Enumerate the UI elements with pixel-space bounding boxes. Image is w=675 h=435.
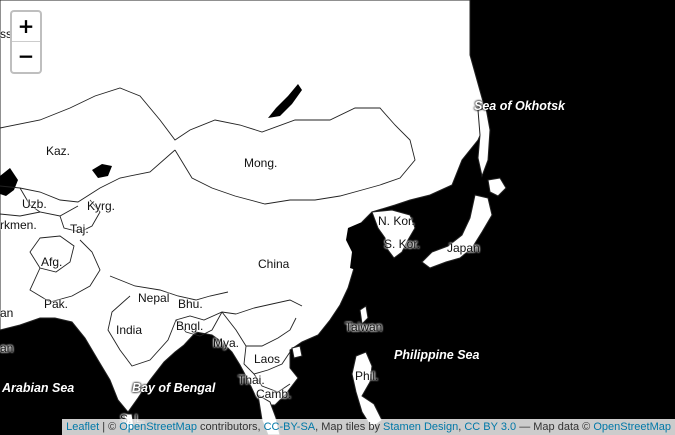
label-pakistan: Pak. bbox=[44, 297, 69, 311]
label-south-korea: S. Kor. bbox=[384, 237, 421, 251]
label-nepal: Nepal bbox=[138, 291, 170, 305]
label-philippine-sea: Philippine Sea bbox=[394, 348, 480, 362]
label-iran: an bbox=[0, 306, 14, 320]
attribution-mapdata: — Map data © bbox=[516, 421, 594, 433]
label-tajikistan: Taj. bbox=[70, 222, 89, 236]
label-taiwan: Taiwan bbox=[345, 320, 383, 334]
label-turkmenistan: rkmen. bbox=[0, 218, 37, 232]
label-china: China bbox=[258, 257, 290, 271]
label-thailand: Thai. bbox=[238, 373, 265, 387]
label-laos: Laos bbox=[254, 352, 281, 366]
caspian-sea-part bbox=[0, 168, 18, 196]
taiwan-island bbox=[359, 305, 369, 326]
zoom-control: + − bbox=[10, 10, 42, 74]
label-afghanistan: Afg. bbox=[41, 255, 63, 269]
attribution-sep: | © bbox=[99, 421, 120, 433]
zoom-out-button[interactable]: − bbox=[17, 44, 35, 68]
country-borders bbox=[0, 87, 416, 393]
label-india: India bbox=[116, 323, 143, 337]
zoom-in-button[interactable]: + bbox=[12, 12, 40, 42]
attribution-bar: Leaflet | © OpenStreetMap contributors, … bbox=[62, 419, 675, 435]
lake-baikal bbox=[268, 84, 302, 118]
label-bhutan: Bhu. bbox=[178, 297, 203, 311]
lake-balkhash bbox=[92, 164, 112, 178]
attribution-comma: , bbox=[458, 421, 465, 433]
korea-peninsula bbox=[371, 209, 416, 259]
label-arabian-sea: Arabian Sea bbox=[2, 381, 75, 395]
osm-data-link[interactable]: OpenStreetMap bbox=[593, 421, 671, 433]
label-philippines: Phil. bbox=[355, 369, 379, 383]
sakhalin bbox=[477, 107, 491, 178]
label-sea-of-okhotsk: Sea of Okhotsk bbox=[474, 99, 565, 113]
attribution-contrib: contributors, bbox=[196, 421, 264, 433]
ccbysa-link[interactable]: CC-BY-SA bbox=[263, 421, 316, 433]
label-japan: Japan bbox=[447, 241, 480, 255]
hainan-island bbox=[291, 345, 303, 359]
label-oman: an bbox=[0, 341, 14, 355]
attribution-tiles: , Map tiles by bbox=[315, 421, 384, 433]
osm-link[interactable]: OpenStreetMap bbox=[119, 421, 197, 433]
label-north-korea: N. Kor. bbox=[378, 214, 415, 228]
label-myanmar: Mya. bbox=[213, 336, 240, 350]
philippine-islands bbox=[351, 351, 383, 429]
label-bangladesh: Bngl. bbox=[176, 319, 204, 333]
stamen-link[interactable]: Stamen Design bbox=[383, 421, 459, 433]
label-uzbekistan: Uzb. bbox=[22, 197, 47, 211]
leaflet-link[interactable]: Leaflet bbox=[66, 421, 100, 433]
label-kyrgyzstan: Kyrg. bbox=[87, 199, 116, 213]
label-bay-of-bengal: Bay of Bengal bbox=[132, 381, 216, 395]
label-kazakhstan: Kaz. bbox=[46, 144, 71, 158]
ccby-link[interactable]: CC BY 3.0 bbox=[464, 421, 517, 433]
japan-islands bbox=[421, 194, 493, 269]
label-mongolia: Mong. bbox=[244, 156, 278, 170]
yellow-sea bbox=[346, 222, 378, 272]
hokkaido bbox=[487, 177, 507, 197]
label-cambodia: Camb. bbox=[256, 387, 292, 401]
asia-landmass bbox=[0, 0, 489, 413]
